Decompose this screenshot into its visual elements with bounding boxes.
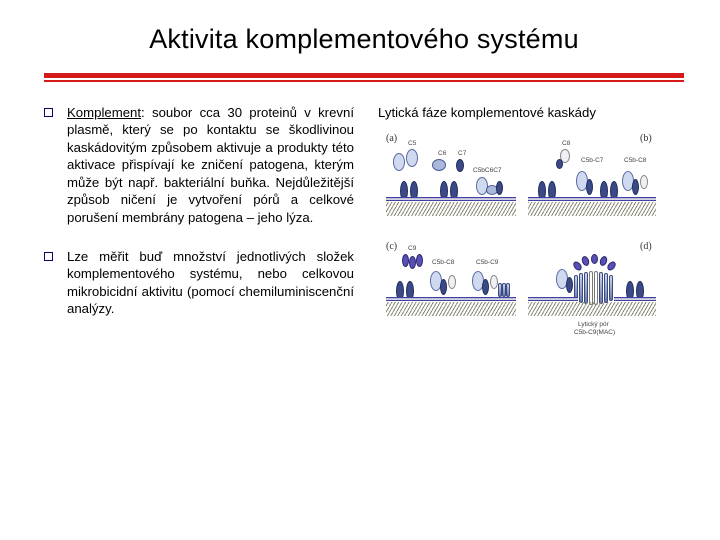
membrane-hatch [386, 202, 516, 216]
molecule-icon [393, 153, 405, 171]
membrane-line [386, 297, 516, 301]
pore-segment-icon [579, 273, 583, 303]
bullet-square-icon [44, 252, 53, 261]
membrane-line [528, 197, 656, 201]
mol-label: C5bC6C7 [473, 167, 502, 174]
molecule-icon [490, 275, 498, 289]
panel-label-b: (b) [640, 133, 652, 144]
panel-label-d: (d) [640, 241, 652, 252]
membrane-hatch [528, 202, 656, 216]
molecule-icon [448, 275, 456, 289]
pore-segment-icon [589, 271, 593, 305]
para1-text: : soubor cca 30 proteinů v krevní plasmě… [67, 105, 354, 225]
membrane-line [386, 197, 516, 201]
mol-label: C5b-C8 [432, 259, 454, 266]
membrane-line [528, 297, 578, 301]
mol-label: C6 [438, 150, 446, 157]
mol-label: C5b-C9(MAC) [574, 329, 615, 336]
panel-label-c: (c) [386, 241, 397, 252]
molecule-icon [402, 254, 409, 267]
molecule-icon [440, 279, 447, 295]
molecule-icon [416, 254, 423, 267]
title-rule-thick [44, 73, 684, 78]
bullet-item: Komplement: soubor cca 30 proteinů v kre… [44, 104, 354, 226]
pore-segment-icon [604, 273, 608, 303]
panel-label-a: (a) [386, 133, 397, 144]
molecule-icon [432, 159, 446, 171]
pore-segment-icon [594, 271, 598, 305]
molecule-icon [581, 256, 591, 268]
figure-caption: Lytická fáze komplementové kaskády [378, 104, 684, 121]
molecule-icon [409, 256, 416, 269]
molecule-icon [606, 260, 618, 272]
membrane-hatch [386, 302, 516, 316]
mol-label: C9 [408, 245, 416, 252]
molecule-icon [632, 179, 639, 195]
mol-label: C7 [458, 150, 466, 157]
molecule-icon [406, 149, 418, 167]
molecule-icon [556, 159, 563, 169]
complement-diagram: (a) C5 C6 C7 C5bC6C7 [378, 131, 658, 351]
mol-label: Lytický pór [578, 321, 609, 328]
molecule-icon [591, 254, 598, 264]
mol-label: C8 [562, 140, 570, 147]
term-underlined: Komplement [67, 105, 141, 120]
body-paragraph-1: Komplement: soubor cca 30 proteinů v kre… [67, 104, 354, 226]
body-paragraph-2: Lze měřit buď množství jednotlivých slož… [67, 248, 354, 318]
molecule-icon [482, 279, 489, 295]
membrane-line [614, 297, 656, 301]
molecule-icon [566, 277, 573, 293]
title-rule-thin [44, 80, 684, 82]
pore-segment-icon [584, 272, 588, 304]
left-column: Komplement: soubor cca 30 proteinů v kre… [44, 104, 354, 351]
content-columns: Komplement: soubor cca 30 proteinů v kre… [44, 104, 684, 351]
molecule-icon [640, 175, 648, 189]
bullet-item: Lze měřit buď množství jednotlivých slož… [44, 248, 354, 318]
mol-label: C5b-C9 [476, 259, 498, 266]
mol-label: C5b-C7 [581, 157, 603, 164]
pore-segment-icon [506, 283, 510, 297]
molecule-icon [456, 159, 464, 172]
mol-label: C5b-C8 [624, 157, 646, 164]
bullet-square-icon [44, 108, 53, 117]
molecule-icon [586, 179, 593, 195]
pore-segment-icon [599, 272, 603, 304]
molecule-icon [496, 181, 503, 195]
membrane-hatch [528, 302, 656, 316]
mol-label: C5 [408, 140, 416, 147]
pore-segment-icon [609, 275, 613, 301]
right-column: Lytická fáze komplementové kaskády (a) C… [378, 104, 684, 351]
page-title: Aktivita komplementového systému [44, 24, 684, 55]
